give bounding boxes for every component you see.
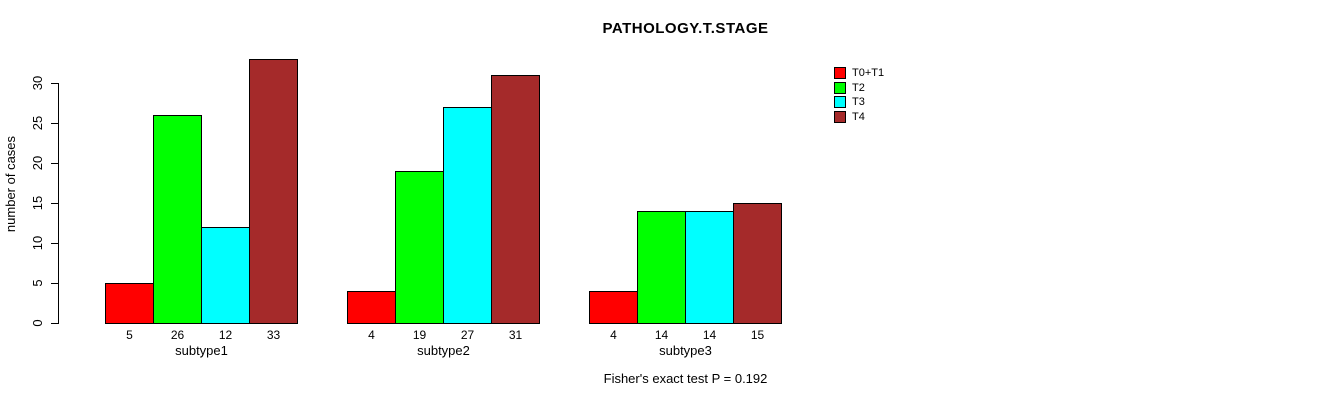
bar-value-label: 14: [702, 328, 717, 342]
bar-value-label: 15: [750, 328, 765, 342]
bar-T3-subtype2: [443, 107, 492, 324]
bar-T0+T1-subtype2: [347, 291, 396, 324]
legend-label: T3: [852, 96, 865, 108]
y-axis-title: number of cases: [3, 135, 18, 233]
bar-value-label: 4: [610, 328, 617, 342]
y-axis-tick: [51, 323, 58, 324]
group-label: subtype2: [417, 343, 470, 358]
group-label: subtype3: [659, 343, 712, 358]
bar-T4-subtype3: [733, 203, 782, 324]
bar-value-label: 5: [126, 328, 133, 342]
bar-value-label: 26: [170, 328, 185, 342]
y-axis-tick: [51, 243, 58, 244]
bar-value-label: 12: [218, 328, 233, 342]
legend-label: T4: [852, 111, 865, 123]
y-axis-tick-label: 0: [30, 319, 45, 327]
chart-title: PATHOLOGY.T.STAGE: [602, 20, 769, 37]
bar-value-label: 14: [654, 328, 669, 342]
y-axis-tick: [51, 283, 58, 284]
y-axis-tick-label: 25: [30, 115, 45, 131]
bar-T4-subtype1: [249, 59, 298, 324]
bar-value-label: 33: [266, 328, 281, 342]
legend-label: T0+T1: [852, 67, 885, 79]
bar-T2-subtype1: [153, 115, 202, 324]
fisher-test-annotation: Fisher's exact test P = 0.192: [603, 371, 768, 386]
bar-value-label: 4: [368, 328, 375, 342]
y-axis-tick-label: 15: [30, 195, 45, 211]
bar-value-label: 19: [412, 328, 427, 342]
y-axis-tick-label: 10: [30, 235, 45, 251]
bar-value-label: 27: [460, 328, 475, 342]
y-axis-tick-label: 20: [30, 155, 45, 171]
legend-label: T2: [852, 82, 865, 94]
y-axis-tick: [51, 163, 58, 164]
y-axis-tick-label: 30: [30, 75, 45, 91]
bar-T2-subtype3: [637, 211, 686, 324]
group-label: subtype1: [175, 343, 228, 358]
bar-T0+T1-subtype3: [589, 291, 638, 324]
y-axis-tick: [51, 203, 58, 204]
bar-T4-subtype2: [491, 75, 540, 324]
bar-T3-subtype3: [685, 211, 734, 324]
y-axis-tick-label: 5: [30, 279, 45, 287]
legend-swatch-T3: [834, 96, 846, 108]
legend-swatch-T2: [834, 82, 846, 94]
y-axis-tick: [51, 83, 58, 84]
bar-T0+T1-subtype1: [105, 283, 154, 324]
legend-swatch-T4: [834, 111, 846, 123]
y-axis-line: [58, 83, 59, 324]
y-axis-tick: [51, 123, 58, 124]
bar-T3-subtype1: [201, 227, 250, 324]
bar-T2-subtype2: [395, 171, 444, 324]
legend-swatch-T0+T1: [834, 67, 846, 79]
bar-value-label: 31: [508, 328, 523, 342]
